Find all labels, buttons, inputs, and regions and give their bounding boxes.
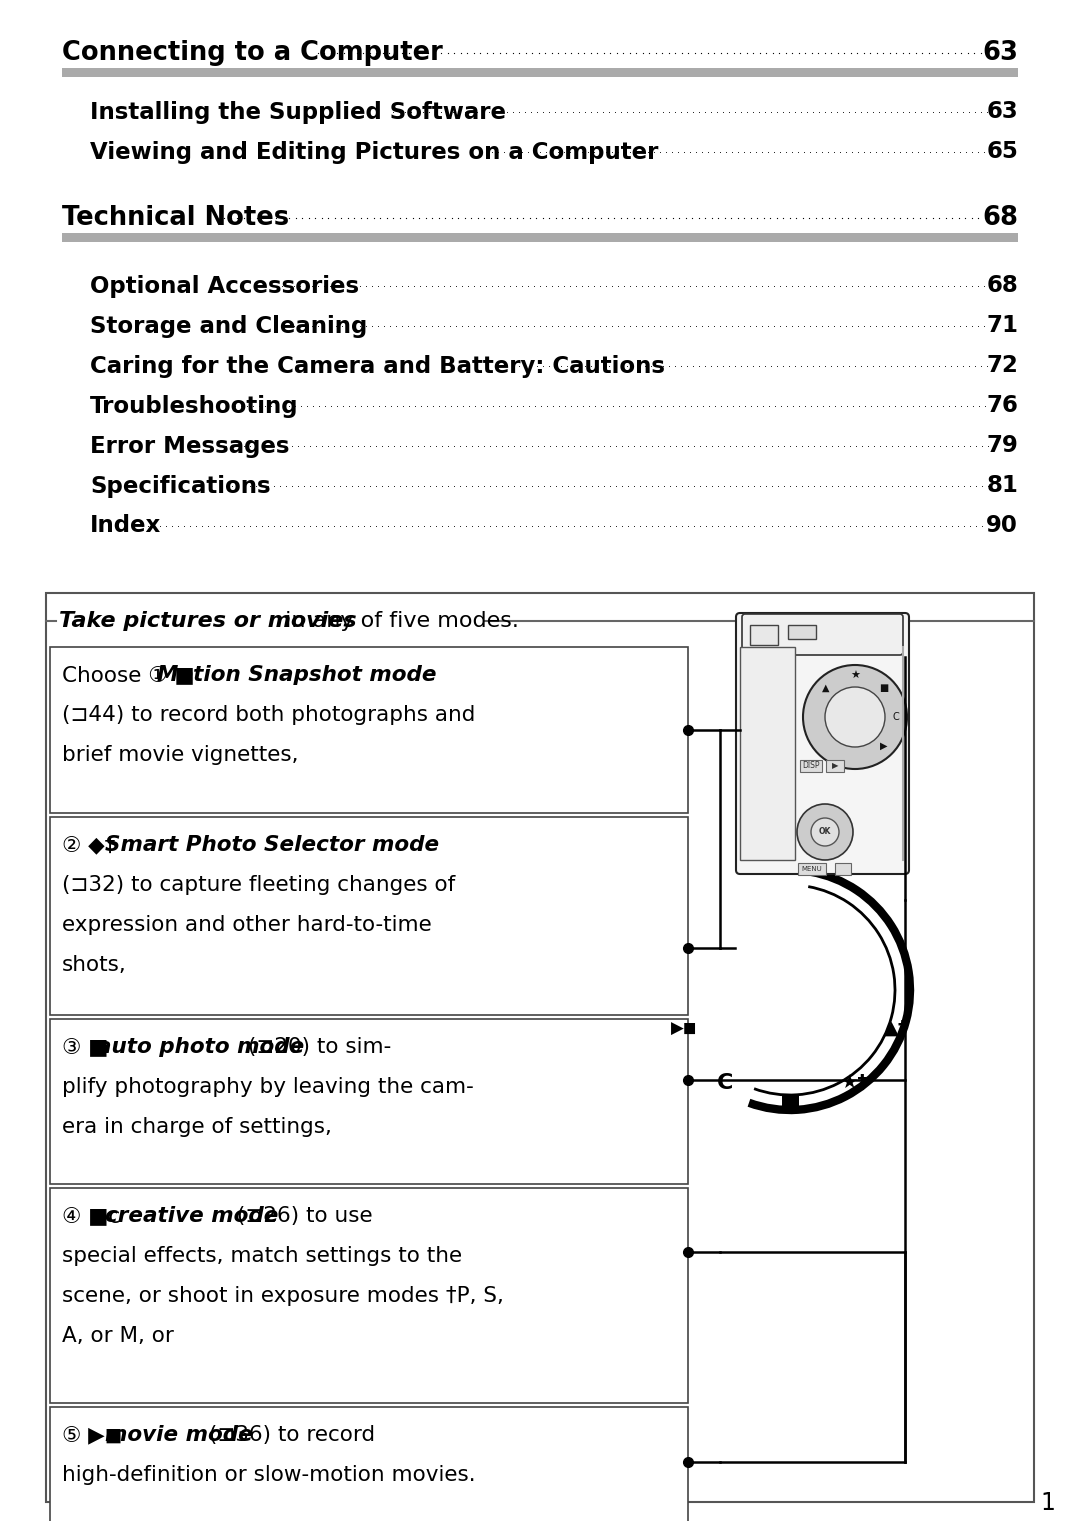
Bar [798,862,826,875]
Bar [835,862,851,875]
Text: high-definition or slow-motion movies.: high-definition or slow-motion movies. [62,1465,475,1484]
Text: Choose ① ■: Choose ① ■ [62,665,202,684]
Text: ★: ★ [850,671,860,681]
Text: ▲†: ▲† [883,1019,908,1039]
Text: plify photography by leaving the cam-: plify photography by leaving the cam- [62,1077,474,1097]
Text: Index: Index [90,514,161,537]
Text: ⑤ ▶◼: ⑤ ▶◼ [62,1425,130,1445]
Bar [50,1188,688,1402]
Circle shape [797,805,853,859]
Bar [50,646,688,814]
Text: 68: 68 [986,274,1018,298]
Bar [788,625,816,639]
Text: Caring for the Camera and Battery: Cautions: Caring for the Camera and Battery: Cauti… [90,354,665,377]
Text: ③ ■: ③ ■ [62,1037,116,1057]
Text: Technical Notes: Technical Notes [62,205,289,231]
Text: ④ ■c: ④ ■c [62,1206,127,1226]
Bar [50,1019,688,1183]
Text: ▶: ▶ [880,741,888,751]
Text: movie mode: movie mode [106,1425,253,1445]
Text: expression and other hard-to-time: expression and other hard-to-time [62,916,432,935]
Circle shape [804,665,907,770]
Bar [50,817,688,1015]
Text: ▶◼: ▶◼ [671,1019,697,1037]
Text: in any of five modes.: in any of five modes. [278,611,518,631]
Text: DISP: DISP [802,762,820,771]
Text: 90: 90 [986,514,1018,537]
Bar [46,593,1034,1503]
Text: scene, or shoot in exposure modes †P, S,: scene, or shoot in exposure modes †P, S, [62,1285,504,1307]
Text: auto photo mode: auto photo mode [97,1037,303,1057]
Bar [800,760,822,773]
Circle shape [825,687,885,747]
Text: shots,: shots, [62,955,126,975]
Text: 63: 63 [986,100,1018,123]
Text: C: C [717,1072,733,1092]
Text: Optional Accessories: Optional Accessories [90,274,360,298]
Text: era in charge of settings,: era in charge of settings, [62,1116,332,1138]
Text: ■: ■ [879,683,889,694]
Bar [750,625,778,645]
Text: (⊐20) to sim-: (⊐20) to sim- [241,1037,391,1057]
Text: creative mode: creative mode [106,1206,279,1226]
Text: 71: 71 [986,315,1018,338]
Text: 65: 65 [986,140,1018,163]
Circle shape [811,818,839,846]
Text: Installing the Supplied Software: Installing the Supplied Software [90,100,507,123]
Text: A, or M, or: A, or M, or [62,1326,174,1346]
Text: brief movie vignettes,: brief movie vignettes, [62,745,298,765]
Text: Motion Snapshot mode: Motion Snapshot mode [158,665,437,684]
Text: 68: 68 [982,205,1018,231]
Text: ★†: ★† [841,1072,868,1092]
Text: OK: OK [819,827,832,837]
Text: Viewing and Editing Pictures on a Computer: Viewing and Editing Pictures on a Comput… [90,140,659,163]
Text: (⊐36) to record: (⊐36) to record [202,1425,375,1445]
Text: ② ◆†: ② ◆† [62,835,122,855]
Text: Connecting to a Computer: Connecting to a Computer [62,40,443,65]
Text: Troubleshooting: Troubleshooting [90,394,298,417]
Text: 63: 63 [982,40,1018,65]
Text: Specifications: Specifications [90,475,271,497]
Bar [826,760,843,773]
Text: 1: 1 [1040,1491,1055,1515]
Text: Smart Photo Selector mode: Smart Photo Selector mode [106,835,440,855]
Text: ▶: ▶ [832,762,838,771]
Text: ■: ■ [780,1094,800,1113]
Text: 76: 76 [986,394,1018,417]
Text: (⊐32) to capture fleeting changes of: (⊐32) to capture fleeting changes of [62,875,456,894]
Text: 81: 81 [986,475,1018,497]
Text: Storage and Cleaning: Storage and Cleaning [90,315,367,338]
Text: C: C [893,712,900,722]
Text: 79: 79 [986,435,1018,458]
Text: 72: 72 [986,354,1018,377]
FancyBboxPatch shape [742,614,903,656]
Text: Error Messages: Error Messages [90,435,289,458]
Text: (⊐44) to record both photographs and: (⊐44) to record both photographs and [62,706,475,726]
Text: ▲: ▲ [822,683,829,694]
Bar [740,646,795,859]
Bar [62,233,1018,242]
Text: MENU: MENU [801,865,822,872]
Bar [62,68,1018,78]
Text: (⊐26) to use: (⊐26) to use [230,1206,373,1226]
FancyBboxPatch shape [735,613,909,875]
Text: Take pictures or movies: Take pictures or movies [59,611,356,631]
Bar [50,1407,688,1521]
Text: special effects, match settings to the: special effects, match settings to the [62,1246,462,1265]
